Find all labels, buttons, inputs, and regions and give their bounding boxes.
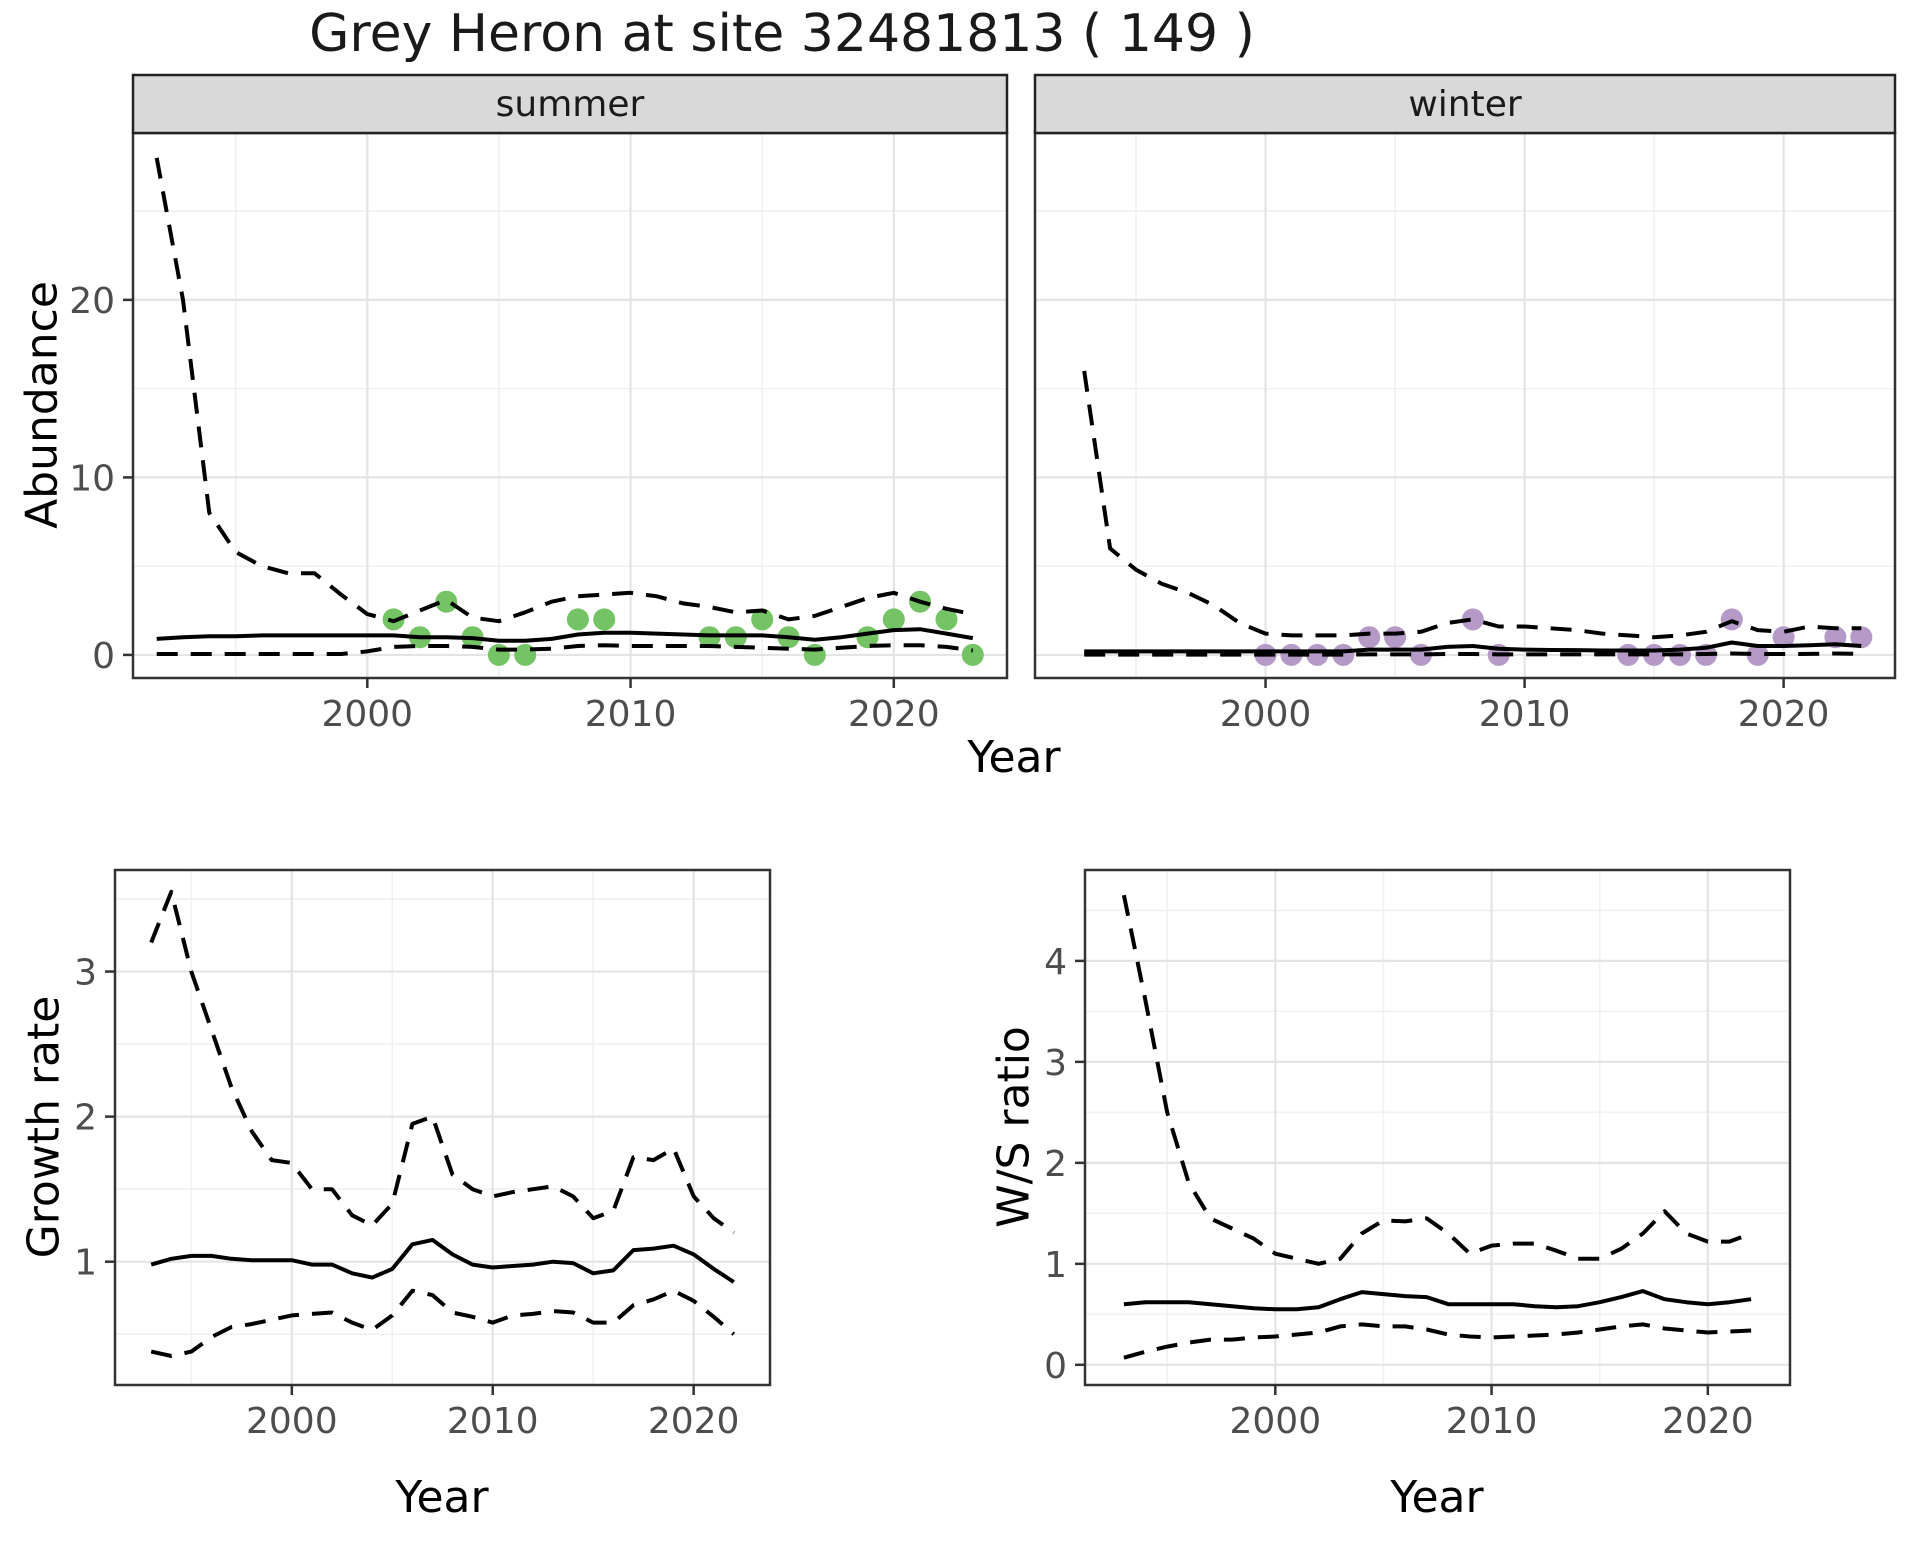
observed-count-winter [1384,626,1407,649]
observed-count-winter [1461,608,1484,631]
series-lower-ci [1123,1322,1752,1360]
observed-count-summer [882,608,905,631]
series-upper-ci [1121,894,1752,1266]
panel-background [115,870,770,1385]
facet-strip-box [131,73,1009,135]
panel-background [1085,870,1790,1385]
x-tick-label: 2010 [585,694,677,735]
series-estimate [1084,640,1862,654]
y-tick-label: 0 [92,636,115,677]
y-tick-label: 0 [1044,1346,1067,1387]
panel-border [1083,868,1792,1387]
series-estimate [1123,1289,1752,1312]
x-tick-label: 2010 [1479,694,1571,735]
x-axis-title-year-growth: Year [395,1472,489,1523]
panel-ws: 2000 2010 2020 0 1 2 3 4 [1044,868,1792,1442]
series-lower-ci [150,1288,736,1358]
observed-count-winter [1746,643,1769,666]
facet-strip-winter: winter [1408,83,1522,125]
observed-count-summer [593,608,616,631]
y-tick-label: 2 [74,1098,97,1139]
observed-count-summer [435,590,458,613]
y-axis-title-abundance: Abundance [16,281,68,529]
y-tick-label: 2 [1044,1144,1067,1185]
x-tick-label: 2000 [321,694,413,735]
y-tick-label: 3 [74,953,97,994]
series-estimate [156,627,974,643]
observed-count-winter [1358,626,1381,649]
panel-summer: 2000 2010 2020 0 10 20 [69,73,1009,735]
series-upper-ci [154,157,974,624]
series-estimate [150,1237,735,1284]
x-tick-label: 2020 [1662,1401,1754,1442]
observed-count-summer [514,643,537,666]
x-tick-label: 2000 [246,1401,338,1442]
x-tick-label: 2000 [1220,694,1312,735]
observed-count-summer [961,643,984,666]
observed-count-summer [566,608,589,631]
figure-title: Grey Heron at site 32481813 ( 149 ) [309,4,1255,64]
x-tick-label: 2020 [648,1401,740,1442]
panel-background [133,133,1007,678]
panel-winter: 2000 2010 2020 [1033,73,1897,735]
x-axis-title-year-ws: Year [1390,1472,1484,1523]
observed-count-summer [935,608,958,631]
x-tick-label: 2000 [1229,1401,1321,1442]
facet-strip-box [1033,73,1897,135]
y-tick-label: 10 [69,458,115,499]
observed-count-summer [487,643,510,666]
y-tick-label: 3 [1044,1043,1067,1084]
x-tick-label: 2020 [1738,694,1830,735]
facet-strip-summer: summer [495,83,645,125]
panel-border [113,868,772,1387]
y-tick-label: 1 [74,1243,97,1284]
y-tick-label: 20 [69,281,115,322]
observed-count-winter [1850,626,1873,649]
x-tick-label: 2010 [447,1401,539,1442]
panel-background [1035,133,1895,678]
panel-growth: 2000 2010 2020 1 2 3 [74,868,772,1442]
series-lower-ci [1084,651,1862,657]
y-tick-label: 4 [1044,942,1067,983]
observed-count-summer [751,608,774,631]
x-tick-label: 2020 [848,694,940,735]
series-upper-ci [1082,370,1862,640]
y-axis-title-ws-ratio: W/S ratio [988,1026,1040,1228]
x-tick-label: 2010 [1446,1401,1538,1442]
y-tick-label: 1 [1044,1245,1067,1286]
y-axis-title-growth-rate: Growth rate [18,995,70,1259]
series-lower-ci [156,643,974,656]
x-axis-title-year-top: Year [967,732,1061,783]
